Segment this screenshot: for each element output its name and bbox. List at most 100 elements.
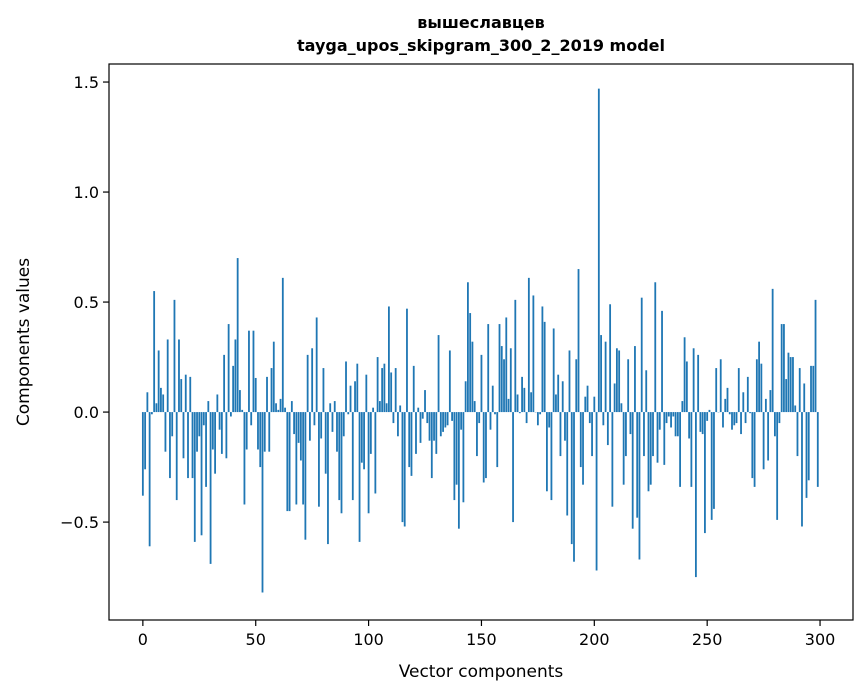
bar: [349, 385, 352, 413]
bar: [272, 341, 275, 413]
bar: [187, 412, 189, 479]
bar: [751, 412, 754, 479]
bar: [284, 407, 286, 413]
bar: [302, 412, 305, 505]
bar: [254, 377, 257, 413]
bar: [726, 387, 729, 413]
bar: [719, 359, 722, 413]
bar: [694, 412, 697, 578]
bar: [324, 412, 327, 474]
bar: [354, 381, 356, 413]
bar: [536, 412, 539, 426]
bar: [518, 412, 521, 414]
bar: [397, 412, 399, 437]
bar: [568, 350, 571, 413]
bar: [746, 376, 749, 413]
bar: [627, 359, 630, 413]
bar: [399, 405, 402, 413]
bar: [604, 341, 607, 413]
bar: [622, 412, 625, 485]
bar: [261, 412, 264, 593]
bar: [279, 398, 282, 413]
bar: [410, 412, 413, 476]
bar: [701, 412, 704, 435]
y-tick-label: 1.0: [74, 183, 99, 202]
bar: [742, 392, 745, 413]
bar: [550, 412, 553, 501]
bar: [419, 412, 422, 443]
bar: [807, 412, 810, 481]
bar: [220, 412, 223, 454]
x-tick-label: 250: [692, 630, 723, 649]
chart-subtitle: tayga_upos_skipgram_300_2_2019 model: [297, 36, 665, 55]
bar: [629, 412, 632, 435]
bar: [593, 396, 596, 413]
x-tick-label: 200: [579, 630, 610, 649]
bar: [760, 363, 763, 413]
bar: [252, 330, 255, 413]
bar: [514, 299, 517, 413]
bar: [205, 412, 207, 487]
bar: [783, 324, 785, 413]
bar: [369, 412, 372, 454]
bar: [408, 412, 411, 468]
bar: [575, 359, 578, 413]
bar: [778, 412, 781, 424]
bar: [803, 383, 806, 413]
bar: [223, 354, 226, 413]
bar: [638, 412, 641, 560]
bar: [516, 394, 519, 413]
bar: [755, 359, 758, 413]
bar: [437, 335, 440, 413]
bar: [602, 412, 605, 426]
bar: [207, 401, 210, 413]
bar: [241, 409, 244, 413]
bar: [372, 407, 375, 413]
bar: [196, 412, 198, 452]
bar: [424, 390, 426, 413]
bar: [184, 374, 187, 413]
bar: [704, 412, 706, 534]
bar: [690, 412, 693, 487]
bar: [652, 412, 654, 457]
bar: [376, 357, 379, 413]
bar: [559, 412, 562, 457]
bar: [688, 412, 691, 439]
bar: [521, 376, 523, 413]
bar: [579, 412, 582, 468]
bar: [333, 401, 336, 413]
bar: [390, 372, 393, 413]
bar: [148, 412, 151, 547]
bar: [713, 412, 715, 509]
bar: [679, 412, 681, 487]
bar: [737, 368, 740, 413]
bar: [356, 363, 359, 413]
bar: [153, 291, 156, 413]
bar: [706, 412, 709, 421]
bar: [347, 412, 350, 415]
bar: [478, 412, 481, 424]
bar: [801, 412, 803, 527]
bar: [555, 394, 557, 413]
bar: [304, 412, 307, 540]
bar: [735, 412, 738, 424]
bar: [776, 412, 779, 520]
bar: [512, 412, 514, 523]
bar: [753, 412, 756, 487]
bar: [392, 412, 395, 424]
bar: [643, 412, 645, 457]
bar: [489, 412, 492, 430]
bar: [415, 412, 417, 454]
bar: [446, 412, 449, 426]
bar: [225, 412, 228, 459]
bar: [259, 412, 262, 468]
bar: [268, 412, 271, 452]
bar: [606, 412, 609, 446]
bar: [611, 412, 614, 507]
bar: [367, 412, 370, 514]
bar: [527, 277, 530, 413]
bar: [202, 412, 205, 426]
bar: [166, 339, 169, 413]
bar: [257, 412, 259, 450]
bar: [731, 412, 733, 430]
